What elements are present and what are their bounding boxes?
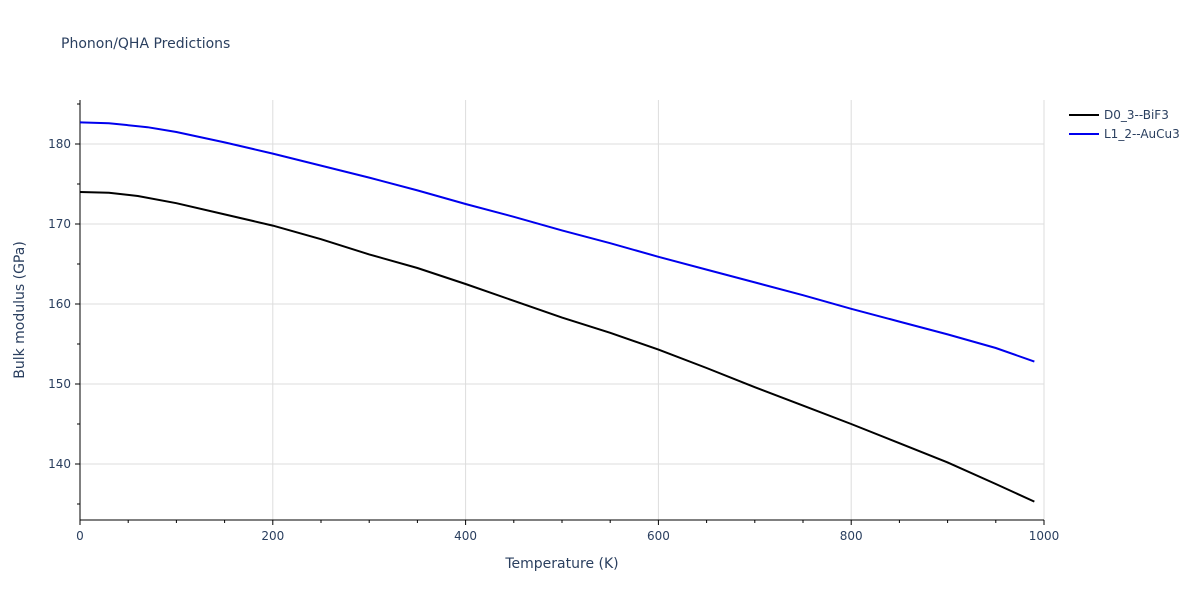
- y-tick-label: 180: [48, 137, 71, 151]
- axes: 0 200 400 600 800 1000 140 150 160 170 180: [48, 100, 1059, 543]
- legend-label: D0_3--BiF3: [1104, 108, 1169, 122]
- y-axis-title: Bulk modulus (GPa): [12, 241, 28, 379]
- x-tick-label: 800: [840, 529, 863, 543]
- x-tick-label: 600: [647, 529, 670, 543]
- x-tick-label: 400: [454, 529, 477, 543]
- x-axis-title: Temperature (K): [504, 556, 618, 572]
- y-tick-label: 150: [48, 377, 71, 391]
- grid-lines: [80, 100, 1045, 520]
- legend[interactable]: D0_3--BiF3 L1_2--AuCu3: [1069, 108, 1180, 141]
- legend-item-1[interactable]: L1_2--AuCu3: [1069, 127, 1180, 141]
- y-tick-label: 160: [48, 297, 71, 311]
- legend-label: L1_2--AuCu3: [1104, 127, 1180, 141]
- x-tick-label: 0: [76, 529, 84, 543]
- y-tick-label: 140: [48, 457, 71, 471]
- x-tick-label: 200: [261, 529, 284, 543]
- legend-item-0[interactable]: D0_3--BiF3: [1069, 108, 1169, 122]
- series-line-1: [79, 121, 1035, 363]
- x-tick-label: 1000: [1029, 529, 1060, 543]
- y-tick-label: 170: [48, 217, 71, 231]
- series-lines: [79, 121, 1035, 503]
- chart-title: Phonon/QHA Predictions: [61, 36, 231, 52]
- series-line-0: [79, 191, 1035, 503]
